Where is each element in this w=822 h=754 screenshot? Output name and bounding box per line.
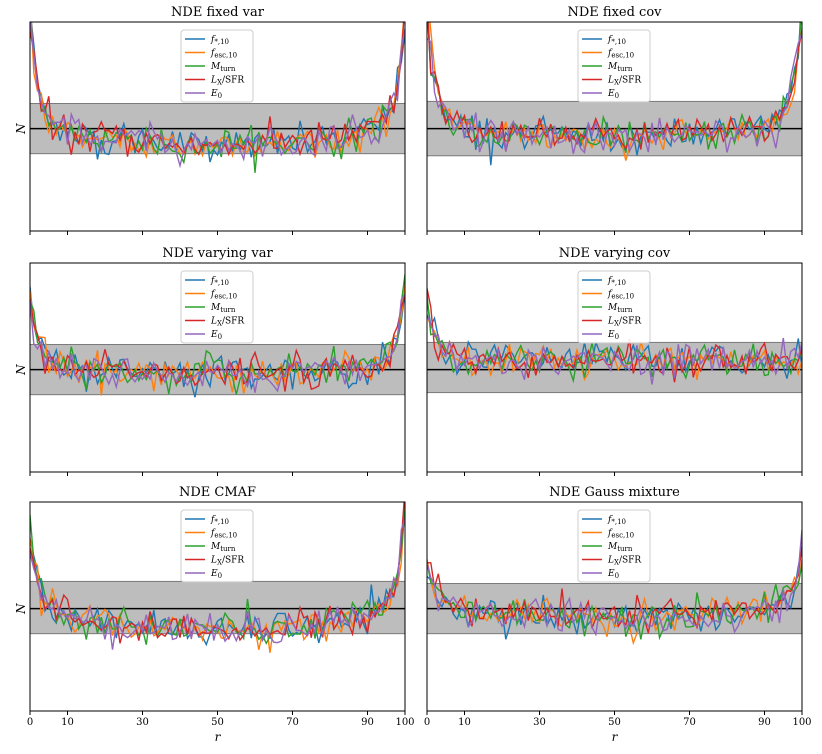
series-line-5 (427, 529, 802, 637)
panel-title: NDE varying var (162, 246, 273, 261)
legend-label: fesc,10 (210, 49, 237, 60)
panel-2: NDE fixed cov f*,10 fesc,10 Mturn LX/SFR E0 (426, 5, 803, 235)
series-line-1 (30, 22, 405, 163)
x-tick-label: 50 (211, 717, 224, 728)
series-line-3 (427, 22, 802, 153)
legend-label: f*,10 (607, 276, 626, 287)
x-tick-label: 70 (286, 717, 299, 728)
legend-label: f*,10 (210, 515, 229, 526)
y-axis-label: N (14, 603, 28, 615)
series-line-5 (427, 33, 802, 155)
legend-label: fesc,10 (210, 290, 237, 301)
series-line-5 (30, 22, 405, 169)
legend-label: E0 (607, 330, 619, 341)
x-tick-label: 100 (792, 717, 811, 728)
x-tick-label: 50 (608, 717, 621, 728)
panel-1: NDE fixed var Nf*,10 fesc,10 Mturn LX/SFR E0 (14, 5, 406, 235)
legend-label: LX/SFR (210, 76, 244, 87)
legend: f*,10 fesc,10 Mturn LX/SFR E0 (180, 29, 254, 103)
panel-3: NDE varying var Nf*,10 fesc,10 Mturn LX/SFR E… (14, 246, 406, 476)
legend-label: Mturn (607, 542, 633, 553)
series-line-5 (427, 314, 802, 385)
legend-label: fesc,10 (607, 49, 634, 60)
legend: f*,10 fesc,10 Mturn LX/SFR E0 (180, 270, 254, 344)
panel-title: NDE fixed var (171, 5, 265, 20)
panel-5: NDE CMAF 0 10 30 50 70 90 100 r Nf*,10 fesc,10 Mtur… (14, 485, 415, 744)
x-tick-label: 30 (533, 717, 546, 728)
legend-label: f*,10 (607, 515, 626, 526)
x-tick-label: 70 (683, 717, 696, 728)
legend: f*,10 fesc,10 Mturn LX/SFR E0 (577, 270, 651, 344)
series-line-5 (30, 518, 405, 650)
legend-label: LX/SFR (210, 317, 244, 328)
legend-label: fesc,10 (607, 290, 634, 301)
x-tick-label: 30 (136, 717, 149, 728)
y-axis-label: N (14, 364, 28, 376)
legend-label: Mturn (607, 62, 633, 73)
legend-label: fesc,10 (210, 529, 237, 540)
legend-label: E0 (210, 89, 222, 100)
legend-label: fesc,10 (607, 529, 634, 540)
legend-label: f*,10 (607, 35, 626, 46)
legend-label: Mturn (607, 303, 633, 314)
x-tick-label: 90 (758, 717, 771, 728)
legend-label: E0 (210, 330, 222, 341)
legend: f*,10 fesc,10 Mturn LX/SFR E0 (180, 509, 254, 583)
x-tick-label: 10 (61, 717, 74, 728)
x-tick-label: 100 (395, 717, 414, 728)
legend-label: E0 (607, 569, 619, 580)
legend-label: f*,10 (210, 35, 229, 46)
panel-title: NDE varying cov (559, 246, 671, 261)
legend-label: LX/SFR (607, 76, 641, 87)
series-line-5 (30, 293, 405, 393)
legend: f*,10 fesc,10 Mturn LX/SFR E0 (577, 509, 651, 583)
legend-label: Mturn (210, 62, 236, 73)
legend-label: f*,10 (210, 276, 229, 287)
panel-title: NDE fixed cov (567, 5, 662, 20)
legend-label: LX/SFR (607, 556, 641, 567)
x-axis-label: r (215, 730, 222, 744)
y-axis-label: N (14, 123, 28, 135)
legend: f*,10 fesc,10 Mturn LX/SFR E0 (577, 29, 651, 103)
x-tick-label: 10 (458, 717, 471, 728)
x-axis-label: r (612, 730, 619, 744)
x-tick-label: 0 (424, 717, 430, 728)
panel-title: NDE CMAF (179, 485, 256, 500)
x-tick-label: 90 (361, 717, 374, 728)
legend-label: Mturn (210, 542, 236, 553)
series-line-4 (427, 22, 802, 152)
series-line-4 (30, 502, 405, 644)
legend-label: Mturn (210, 303, 236, 314)
panel-4: NDE varying cov f*,10 fesc,10 Mturn LX/SFR E0 (426, 246, 803, 476)
legend-label: E0 (210, 569, 222, 580)
legend-label: LX/SFR (210, 556, 244, 567)
legend-label: LX/SFR (607, 317, 641, 328)
panel-6: NDE Gauss mixture 0 10 30 50 70 90 100 r f*,10 fes… (424, 485, 812, 744)
x-tick-label: 0 (27, 717, 33, 728)
legend-label: E0 (607, 89, 619, 100)
panel-title: NDE Gauss mixture (549, 485, 680, 500)
